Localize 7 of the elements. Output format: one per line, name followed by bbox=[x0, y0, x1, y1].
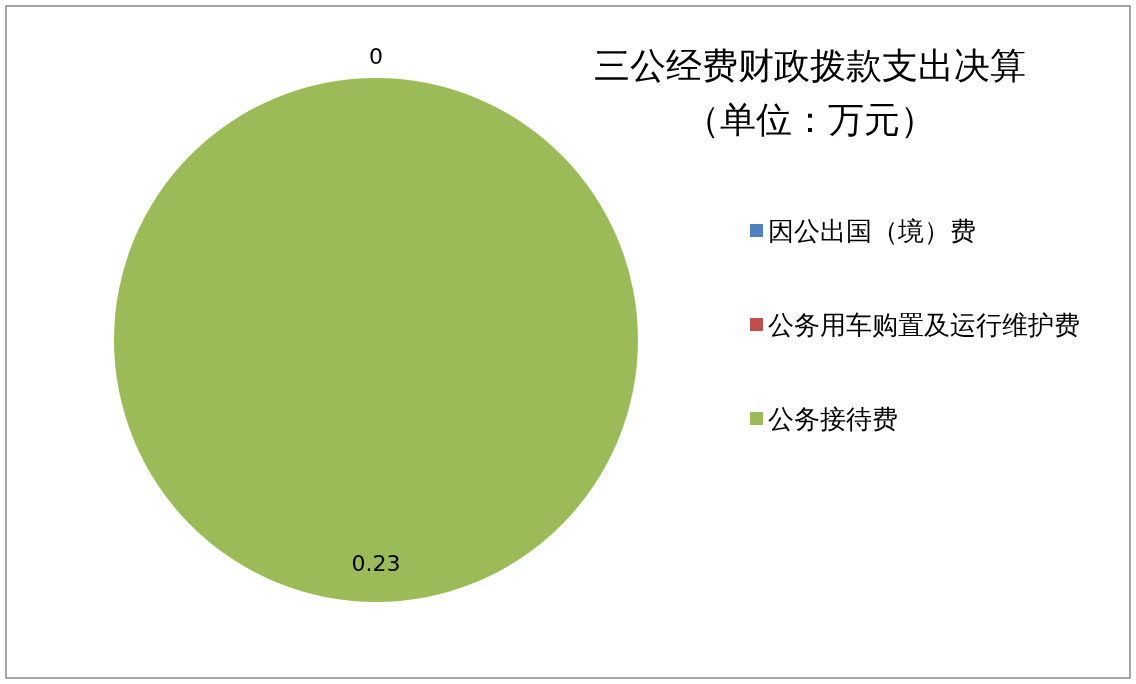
legend-label: 公务用车购置及运行维护费 bbox=[768, 309, 1080, 340]
legend-label: 因公出国（境）费 bbox=[768, 215, 976, 246]
chart-title: 三公经费财政拨款支出决算 bbox=[594, 45, 1026, 86]
data-label: 0.23 bbox=[351, 551, 401, 577]
text: （单位：万元） bbox=[684, 99, 936, 140]
legend-label: 公务接待费 bbox=[768, 403, 898, 434]
text: 0 bbox=[369, 44, 383, 69]
